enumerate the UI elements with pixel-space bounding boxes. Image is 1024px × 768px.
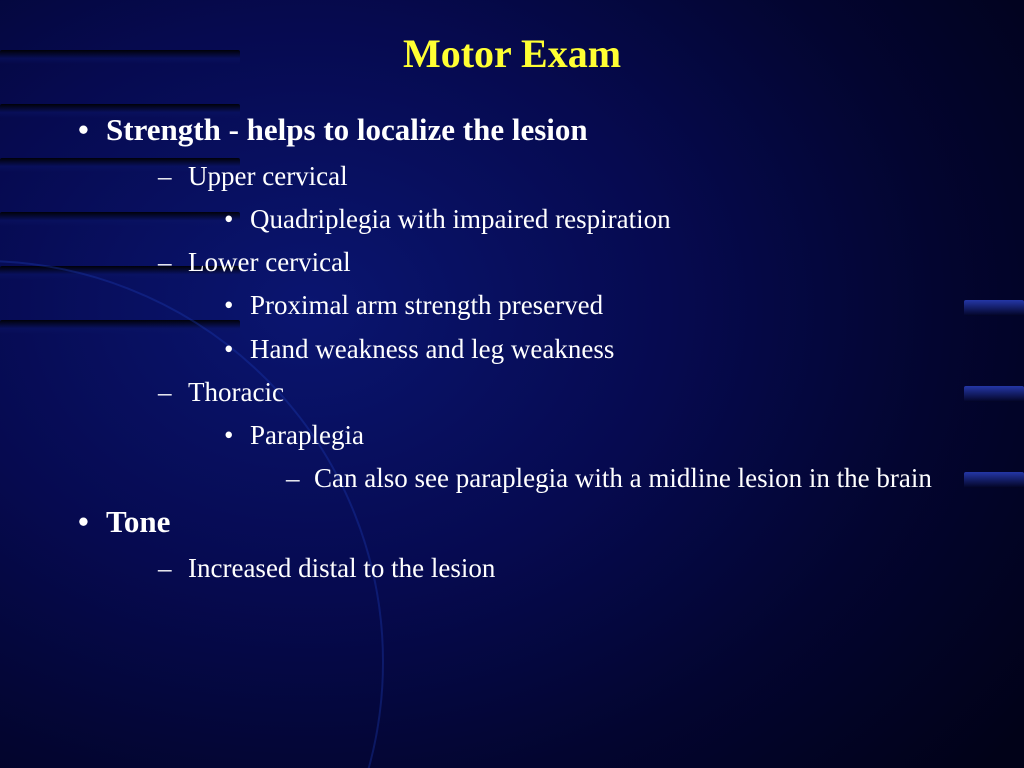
bullet-text: Strength - helps to localize the lesion	[106, 112, 588, 147]
list-item: Increased distal to the lesion	[158, 549, 964, 588]
list-item: Hand weakness and leg weakness	[222, 330, 964, 369]
list-item: Thoracic Paraplegia Can also see paraple…	[158, 373, 964, 498]
slide-body: Strength - helps to localize the lesion …	[72, 108, 964, 590]
list-item: Proximal arm strength preserved	[222, 286, 964, 325]
bullet-text: Hand weakness and leg weakness	[250, 334, 614, 364]
list-item: Quadriplegia with impaired respiration	[222, 200, 964, 239]
bullet-text: Increased distal to the lesion	[188, 553, 495, 583]
list-item: Can also see paraplegia with a midline l…	[286, 459, 964, 498]
bullet-text: Proximal arm strength preserved	[250, 290, 603, 320]
list-item: Strength - helps to localize the lesion …	[72, 108, 964, 498]
bullet-text: Quadriplegia with impaired respiration	[250, 204, 671, 234]
bullet-text: Thoracic	[188, 377, 284, 407]
slide: Motor Exam Strength - helps to localize …	[0, 0, 1024, 768]
bullet-text: Tone	[106, 504, 170, 539]
bullet-text: Paraplegia	[250, 420, 364, 450]
list-item: Upper cervical Quadriplegia with impaire…	[158, 157, 964, 239]
list-item: Paraplegia Can also see paraplegia with …	[222, 416, 964, 498]
bullet-text: Upper cervical	[188, 161, 348, 191]
list-item: Lower cervical Proximal arm strength pre…	[158, 243, 964, 368]
list-item: Tone Increased distal to the lesion	[72, 500, 964, 588]
bullet-text: Lower cervical	[188, 247, 351, 277]
bullet-text: Can also see paraplegia with a midline l…	[314, 463, 932, 493]
slide-title: Motor Exam	[0, 30, 1024, 77]
decorative-lines-right	[964, 300, 1024, 558]
